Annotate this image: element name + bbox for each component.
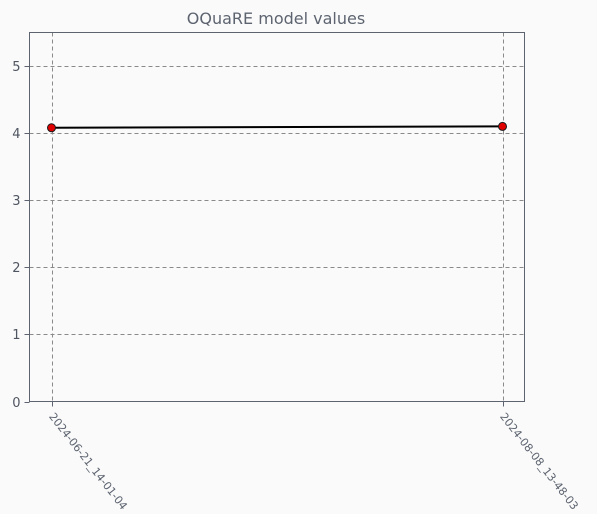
chart-title: OQuaRE model values [187, 9, 365, 28]
y-tick-label: 2 [12, 261, 20, 276]
series-line [51, 125, 503, 129]
x-axis: 2024-06-21_14-01-04 2024-08-08_13-48-03 [46, 401, 581, 512]
grid-lines [29, 32, 525, 402]
y-tick-label: 1 [12, 328, 20, 343]
data-point [498, 121, 507, 131]
x-tick-label: 2024-06-21_14-01-04 [46, 410, 130, 512]
series [47, 121, 507, 133]
y-tick-label: 3 [12, 194, 20, 209]
data-point [47, 123, 56, 133]
y-tick-label: 0 [12, 396, 20, 411]
x-tick-label: 2024-08-08_13-48-03 [497, 410, 581, 512]
y-axis: 0 1 2 3 4 5 [12, 60, 30, 411]
y-tick-label: 4 [12, 127, 20, 142]
y-tick-label: 5 [12, 60, 20, 75]
plot-frame [29, 32, 525, 402]
